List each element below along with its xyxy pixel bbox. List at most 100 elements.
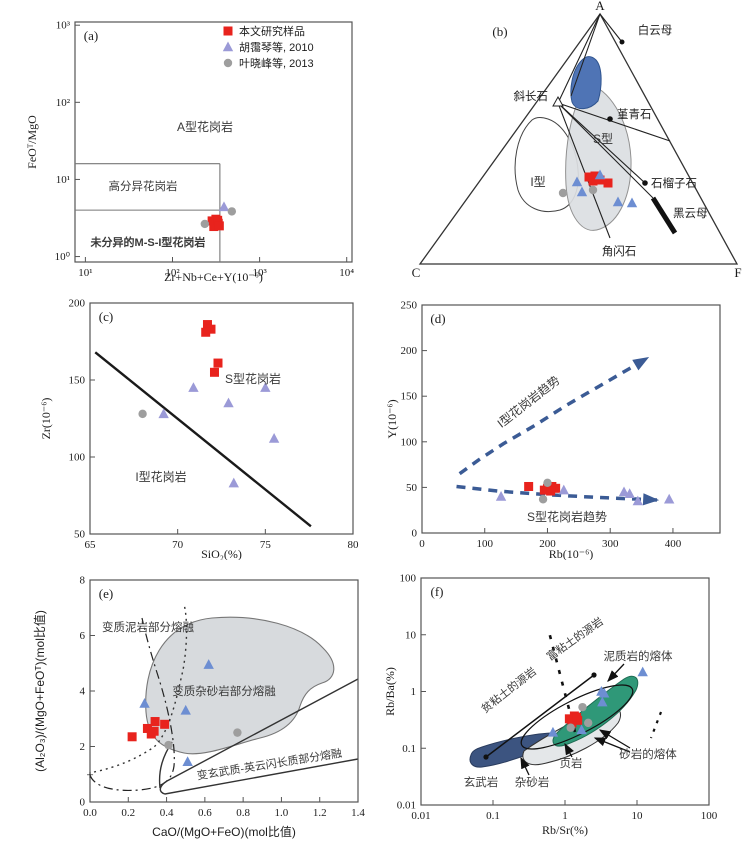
chart-mark: 65 (85, 539, 97, 551)
data-point-square (223, 26, 233, 36)
chart-mark: 10⁴ (339, 267, 354, 279)
chart-mark (570, 13, 601, 97)
metabasaltic-tonalitic-field (159, 678, 359, 795)
data-point-triangle (594, 169, 606, 180)
series-triangle (158, 382, 280, 488)
chart-mark: 黑云母 (673, 207, 708, 220)
ternary-tie-lines (557, 13, 671, 239)
series-triangle (547, 666, 648, 737)
data-point-circle (233, 728, 242, 737)
chart-mark: 0.0 (83, 807, 97, 819)
data-point-circle (558, 188, 568, 198)
data-point-square (142, 723, 152, 733)
series-circle (138, 409, 147, 419)
chart-mark: F (734, 265, 741, 280)
chart-mark: 70 (172, 539, 184, 551)
chart-mark (564, 742, 574, 758)
series-square (201, 320, 223, 377)
trend-arrowhead (642, 493, 660, 506)
data-point-triangle (598, 687, 610, 698)
data-point-triangle (218, 201, 230, 212)
data-point-square (546, 486, 556, 496)
chart-mark: S型花岗岩趋势 (527, 509, 607, 524)
panel-e-overlay: 0.0 0.2 0.4 0.6 0.8 1.0 1.2 1.4 0 2 4 6 8 CaO/(MgO+Fe… (32, 575, 365, 840)
muscovite-dot (619, 39, 625, 45)
data-point-triangle (597, 696, 608, 707)
data-point-square (150, 717, 160, 727)
panel-f-overlay: 0.01 0.1 1 10 100 0.01 0.1 1 10 100 Rb/Sr(%) Rb/Ba(… (383, 573, 718, 838)
chart-mark: 0 (412, 528, 418, 540)
boundary-line (458, 355, 650, 476)
plot-frame (74, 21, 353, 263)
ternary-triangle (418, 12, 739, 265)
chart-mark: 10³ (252, 267, 267, 279)
dash-dot-boundary (89, 617, 175, 792)
chart-mark: Rb/Ba(%) (383, 667, 397, 716)
data-point-square (572, 712, 582, 722)
data-point-circle (223, 58, 233, 68)
data-point-square (209, 222, 219, 232)
chart-mark (607, 663, 625, 682)
chart-mark: 0 (419, 538, 425, 550)
chart-mark: (a) (84, 28, 98, 43)
chart-mark: 2 (80, 741, 86, 753)
series-circle (164, 728, 242, 750)
data-point-circle (566, 723, 575, 732)
chart-mark: 0.1 (486, 810, 500, 822)
data-point-circle (588, 185, 598, 195)
series-triangle (571, 169, 638, 208)
data-point-triangle (188, 382, 199, 392)
panel-a-overlay: 10¹ 10² 10³ 10⁴10⁰10¹10²10³Zr+Nb+Ce+Y(10⁻⁶)… (25, 20, 354, 284)
data-point-triangle (203, 659, 214, 669)
garnet-dot (642, 180, 648, 186)
chart-mark: CaO/(MgO+FeO)(mol比值) (152, 824, 296, 839)
chart-mark (593, 737, 631, 753)
series-triangle (218, 201, 230, 212)
chart-mark: 50 (406, 482, 418, 494)
data-point-square (567, 718, 577, 728)
chart-mark: I型 (530, 175, 545, 189)
chart-mark: 1.0 (275, 807, 289, 819)
chart-mark: 100 (69, 452, 86, 464)
chart-mark: 8 (80, 575, 86, 587)
data-point-triangle (618, 486, 630, 497)
data-point-triangle (223, 397, 234, 408)
data-point-triangle (637, 666, 648, 677)
chart-mark: Zr(10⁻⁶) (39, 398, 53, 440)
series-square (564, 711, 583, 728)
chart-mark: 10¹ (56, 174, 70, 186)
mixing-line (485, 674, 595, 758)
chart-mark: 胡霭琴等, 2010 (239, 40, 314, 54)
data-point-square (524, 481, 534, 491)
chart-mark: 300 (602, 538, 619, 550)
chart-mark: 10³ (56, 20, 71, 32)
mixing-line-end-dot (591, 672, 597, 678)
chart-mark: 200 (69, 298, 86, 310)
chart-mark: 角闪石 (602, 244, 637, 258)
chart-mark (557, 102, 671, 142)
data-point-square (206, 324, 216, 334)
data-point-circle (200, 219, 210, 229)
data-point-triangle (180, 704, 191, 715)
ternary-static-artwork (418, 12, 739, 265)
plot-frame (421, 304, 721, 534)
chart-mark: 0.1 (402, 743, 416, 755)
data-point-circle (543, 478, 552, 488)
chart-mark: (b) (492, 24, 507, 39)
data-point-square (551, 483, 561, 493)
chart-mark: Zr+Nb+Ce+Y(10⁻⁶) (164, 270, 263, 284)
data-point-square (214, 221, 224, 231)
data-point-triangle (558, 484, 569, 495)
chart-mark: 0 (80, 797, 86, 809)
data-point-square (603, 178, 613, 188)
series-triangle (139, 659, 214, 766)
annotation-arrows (520, 663, 631, 776)
data-point-triangle (663, 493, 675, 504)
chart-mark: (f) (431, 584, 444, 599)
panel-e-static-artwork (89, 603, 359, 795)
chart-mark: 杂砂岩 (515, 775, 550, 789)
chart-mark: 10² (56, 97, 71, 109)
panel-d-overlay: 0 100 200 300 400 0 50 100 150 200 250 Rb(10⁻⁶) Y(10… (385, 300, 721, 560)
data-point-circle (138, 409, 147, 419)
